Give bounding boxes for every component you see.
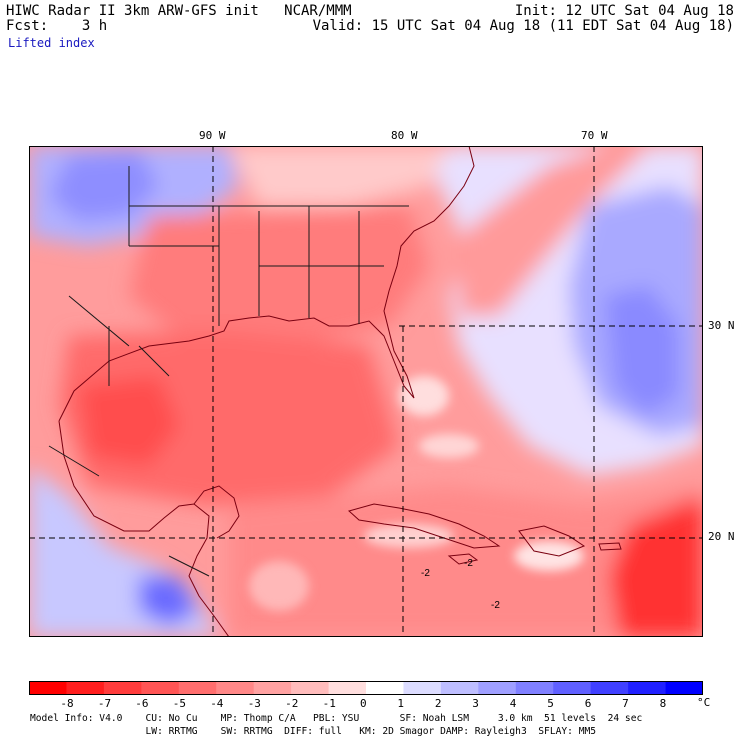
colorbar-swatch xyxy=(178,681,217,695)
init-time: Init: 12 UTC Sat 04 Aug 18 xyxy=(514,3,734,19)
colorbar-swatch xyxy=(66,681,105,695)
lifted-index-map: -2 -2 -2 xyxy=(29,146,703,637)
map-frame xyxy=(29,146,703,637)
colorbar-swatch xyxy=(141,681,180,695)
colorbar-tick-label: -2 xyxy=(285,697,299,710)
yucatan-outline xyxy=(193,485,240,539)
colorbar-swatch xyxy=(29,681,67,695)
bahamas-pale-patch xyxy=(419,434,479,458)
north-us-pale-region xyxy=(229,146,449,206)
us-gulf-coast xyxy=(58,146,475,422)
hispaniola-pale-patch xyxy=(514,541,584,571)
colorbar-tick-label: 6 xyxy=(584,697,592,710)
puerto-rico-outline xyxy=(598,542,622,551)
lon-label-70w: 70 W xyxy=(581,129,608,142)
colorbar-swatch xyxy=(553,681,592,695)
colorbar-tick-label: -8 xyxy=(60,697,74,710)
northwest-deep-blue xyxy=(49,151,159,221)
colorbar-swatch xyxy=(366,681,404,695)
colorbar xyxy=(29,681,703,695)
contour-label-3: -2 xyxy=(491,600,500,611)
lat-label-20n: 20 N xyxy=(708,530,735,543)
latlon-grid xyxy=(29,146,703,637)
colorbar-swatch xyxy=(590,681,629,695)
colorbar-tick-label: 2 xyxy=(434,697,442,710)
colorbar-tick-label: -5 xyxy=(172,697,187,710)
colorbar-tick-label: 7 xyxy=(622,697,629,710)
jamaica-outline xyxy=(447,553,479,565)
footer-line-1: Model Info: V4.0 CU: No Cu MP: Thomp C/A… xyxy=(30,713,643,724)
colorbar-swatch xyxy=(628,681,667,695)
colorbar-tick-label: -6 xyxy=(135,697,149,710)
texas-max-region xyxy=(79,376,179,466)
colorbar-tick-label: 5 xyxy=(547,697,554,710)
colorbar-unit: °C xyxy=(697,696,711,709)
contour-label-2: -2 xyxy=(464,558,473,569)
caribbean-red-region xyxy=(229,486,703,637)
colorbar-swatch xyxy=(328,681,367,695)
colorbar-swatch xyxy=(253,681,292,695)
forecast-hour: Fcst: 3 h xyxy=(6,18,108,34)
mexico-deep-blue xyxy=(139,576,199,626)
colorbar-swatch xyxy=(478,681,517,695)
mexico-state-borders xyxy=(48,295,210,577)
colorbar-tick-label: -1 xyxy=(322,697,336,710)
contour-label-1: -2 xyxy=(421,568,430,579)
colorbar-swatch xyxy=(515,681,554,695)
coastline-outlines xyxy=(48,146,622,637)
lon-label-80w: 80 W xyxy=(391,129,418,142)
colorbar-tick-label: -3 xyxy=(247,697,261,710)
hispaniola-outline xyxy=(518,525,586,557)
colorbar-swatch xyxy=(103,681,142,695)
southeast-us-red xyxy=(129,206,429,346)
florida-pale-patch xyxy=(399,376,449,416)
colorbar-swatch xyxy=(216,681,255,695)
colorbar-swatch xyxy=(440,681,479,695)
footer-line-2: LW: RRTMG SW: RRTMG DIFF: full KM: 2D Sm… xyxy=(30,726,597,737)
colorbar-swatch xyxy=(403,681,442,695)
mexico-coast xyxy=(58,420,230,637)
colorbar-tick-label: 0 xyxy=(360,697,367,710)
cuba-outline xyxy=(347,503,501,549)
colorbar-swatch xyxy=(665,681,703,695)
colorbar-frame xyxy=(29,681,703,695)
valid-time: Valid: 15 UTC Sat 04 Aug 18 (11 EDT Sat … xyxy=(312,18,734,34)
colorbar-tick-label: 1 xyxy=(397,697,405,710)
colorbar-tick-label: -7 xyxy=(97,697,112,710)
lon-label-90w: 90 W xyxy=(199,129,226,142)
colorbar-tick-label: 3 xyxy=(472,697,479,710)
colorbar-tick-label: -4 xyxy=(210,697,224,710)
field-name: Lifted index xyxy=(8,36,95,50)
atlantic-pink-tongue xyxy=(459,146,649,316)
colorbar-tick-label: 8 xyxy=(659,697,667,710)
atlantic-deep-blue xyxy=(604,286,679,416)
state-borders xyxy=(128,166,409,326)
colorbar-swatch xyxy=(291,681,330,695)
model-title: HIWC Radar II 3km ARW-GFS init NCAR/MMM xyxy=(6,3,352,19)
east-caribbean-max xyxy=(609,496,703,637)
lat-label-30n: 30 N xyxy=(708,319,735,332)
cuba-pale-patch xyxy=(364,524,454,548)
colorbar-tick-label: 4 xyxy=(509,697,517,710)
central-america-pale xyxy=(249,561,309,611)
colorbar-labels: -8 -7 -6 -5 -4 -3 -2 -1 0 1 2 3 4 5 6 7 8 xyxy=(29,697,719,711)
